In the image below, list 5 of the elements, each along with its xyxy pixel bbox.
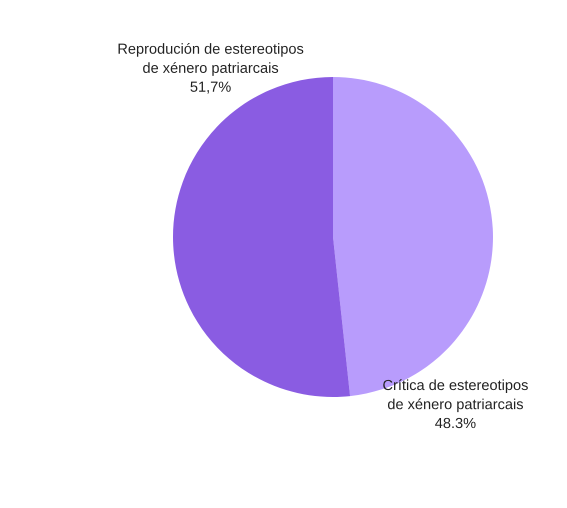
slice-label: Reprodución de estereotipos de xénero patriarcais: [118, 42, 304, 76]
slice-label: Crítica de estereotipos de xénero patriarcais: [383, 379, 528, 412]
data-label: 51,7%: [190, 82, 231, 94]
pie-slice: [173, 77, 350, 397]
data-label: 48.3%: [435, 418, 476, 428]
